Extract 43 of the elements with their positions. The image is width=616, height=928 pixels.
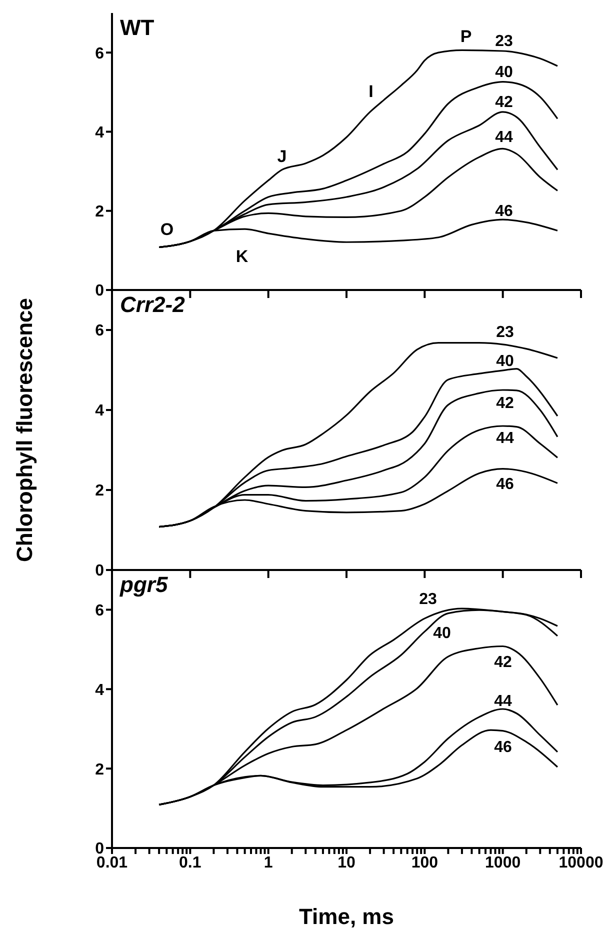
series-label: 44 [494,693,512,711]
series-label: 40 [433,625,451,643]
y-tick-label: 4 [95,682,104,699]
y-tick-label: 2 [95,204,104,221]
x-axis-title: Time, ms [299,904,394,928]
y-tick-label: 0 [95,282,104,300]
y-tick-label: 4 [95,402,104,420]
series-label: 42 [494,654,512,672]
annotation: P [460,27,472,46]
y-tick-label: 4 [95,124,104,142]
x-tick-label: 0.01 [96,854,128,872]
series-label: 44 [495,129,513,147]
annotation: J [277,147,287,166]
x-tick-label: 0.1 [179,854,202,872]
y-tick-label: 2 [95,482,104,500]
y-tick-label: 6 [95,322,104,340]
series-label: 23 [496,324,514,342]
y-tick-label: 6 [95,45,104,62]
chart-title: Crr2-2 [120,292,185,318]
annotation: K [236,247,248,266]
x-tick-label: 10000 [558,854,604,872]
series-label: 42 [495,94,513,112]
y-axis-title: Chlorophyll fluorescence [12,298,37,562]
y-tick-label: 2 [95,761,104,778]
annotation: O [160,220,174,239]
y-tick-label: 6 [95,602,104,620]
series-label: 44 [496,430,514,448]
y-tick-label: 0 [95,562,104,580]
x-tick-label: 10 [338,854,356,872]
series-label: 46 [495,203,513,221]
series-label: 46 [494,739,512,757]
series-label: 46 [496,476,514,494]
x-tick-label: 1000 [485,854,521,872]
x-tick-label: 1 [264,854,273,872]
series-label: 42 [496,395,514,413]
series-label: 40 [496,353,514,371]
x-tick-label: 100 [411,854,438,872]
series-label: 23 [495,33,513,51]
annotation: I [368,82,374,101]
series-label: 23 [419,591,437,609]
series-label: 40 [495,64,513,82]
chart-title: pgr5 [120,572,168,598]
chart-title: WT [120,15,154,41]
